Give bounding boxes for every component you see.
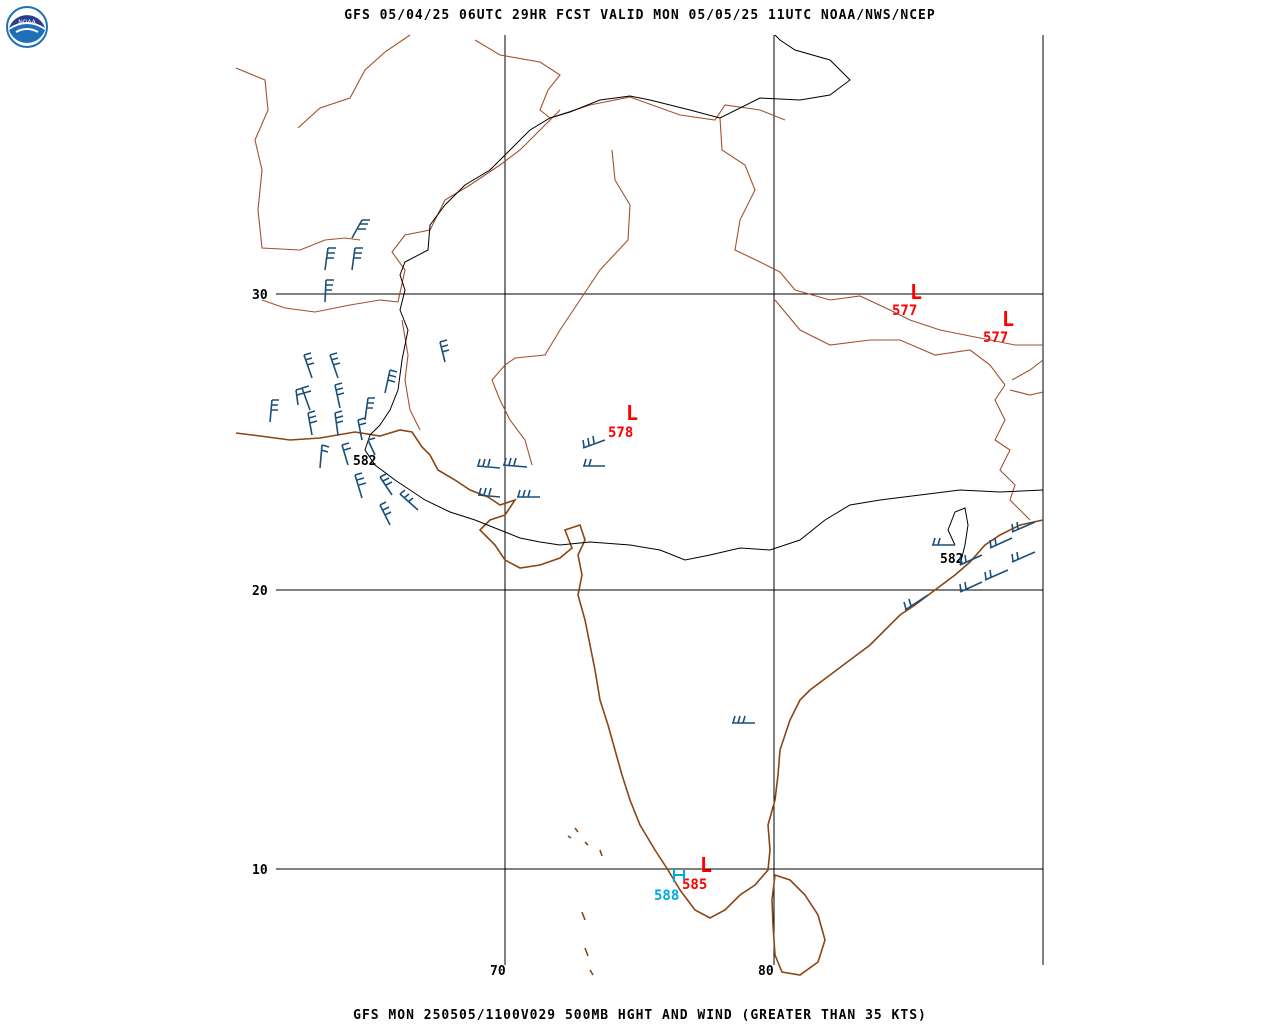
lat-label-10: 10 [252, 863, 268, 878]
wind-barb [517, 489, 540, 498]
wind-barb [379, 501, 392, 526]
high-center-value: 588 [654, 888, 679, 904]
political-borders [235, 34, 1044, 521]
wind-barb [476, 458, 501, 469]
wind-barb [732, 715, 755, 724]
wind-barb [334, 410, 344, 436]
wind-barb [959, 581, 983, 593]
wind-barb [357, 417, 367, 441]
wind-barbs [269, 219, 1036, 724]
wind-barb [351, 247, 363, 271]
contour-label-582-west: 582 [353, 454, 376, 469]
wind-barb [583, 458, 605, 467]
wind-barb [329, 352, 341, 379]
map-title: GFS 05/04/25 06UTC 29HR FCST VALID MON 0… [344, 8, 936, 23]
wind-barb [932, 537, 955, 546]
wind-barb [354, 472, 367, 499]
wind-barb [959, 554, 983, 566]
low-center-letter: L [626, 401, 638, 425]
wind-barb [984, 569, 1009, 581]
map-footer: GFS MON 250505/1100V029 500MB HGHT AND W… [353, 1008, 927, 1023]
lon-label-80: 80 [758, 964, 774, 979]
wind-barb [303, 352, 315, 379]
low-center-value: 577 [892, 303, 917, 319]
wind-barb [1011, 521, 1036, 533]
wind-barb [502, 457, 528, 468]
wind-barb [477, 487, 501, 498]
low-center-letter: L [910, 280, 922, 304]
wind-barb [307, 410, 318, 436]
wind-barb [903, 594, 929, 611]
wind-barb [364, 397, 375, 421]
low-center-value: 577 [983, 330, 1008, 346]
coastline [235, 429, 1044, 976]
wind-barb [334, 382, 345, 409]
low-center-value: 578 [608, 425, 633, 441]
low-center-value: 585 [682, 877, 707, 893]
graticule [276, 35, 1044, 965]
wind-barb [439, 339, 450, 363]
wind-barb [379, 473, 393, 496]
wind-barb [582, 435, 606, 449]
height-contour-582 [364, 34, 1044, 566]
wind-barb [989, 537, 1013, 549]
noaa-logo: NOAA [6, 6, 48, 48]
noaa-logo-text: NOAA [18, 19, 36, 26]
wind-barb [1011, 551, 1036, 563]
wind-barb [324, 279, 334, 303]
wind-barb [269, 399, 279, 423]
wind-barb [324, 247, 336, 271]
lat-label-20: 20 [252, 584, 268, 599]
lon-label-70: 70 [490, 964, 506, 979]
wind-barb [399, 489, 419, 511]
low-center-letter: L [700, 853, 712, 877]
high-marker-icon [673, 868, 685, 882]
contour-label-582-east: 582 [940, 552, 963, 567]
lat-label-30: 30 [252, 288, 268, 303]
low-center-letter: L [1002, 307, 1014, 331]
wind-barb [384, 369, 398, 394]
wind-barb [351, 219, 370, 239]
wind-barb [367, 437, 376, 456]
wind-barb [341, 442, 352, 466]
wind-barb [319, 444, 330, 469]
wind-barb [301, 385, 312, 411]
